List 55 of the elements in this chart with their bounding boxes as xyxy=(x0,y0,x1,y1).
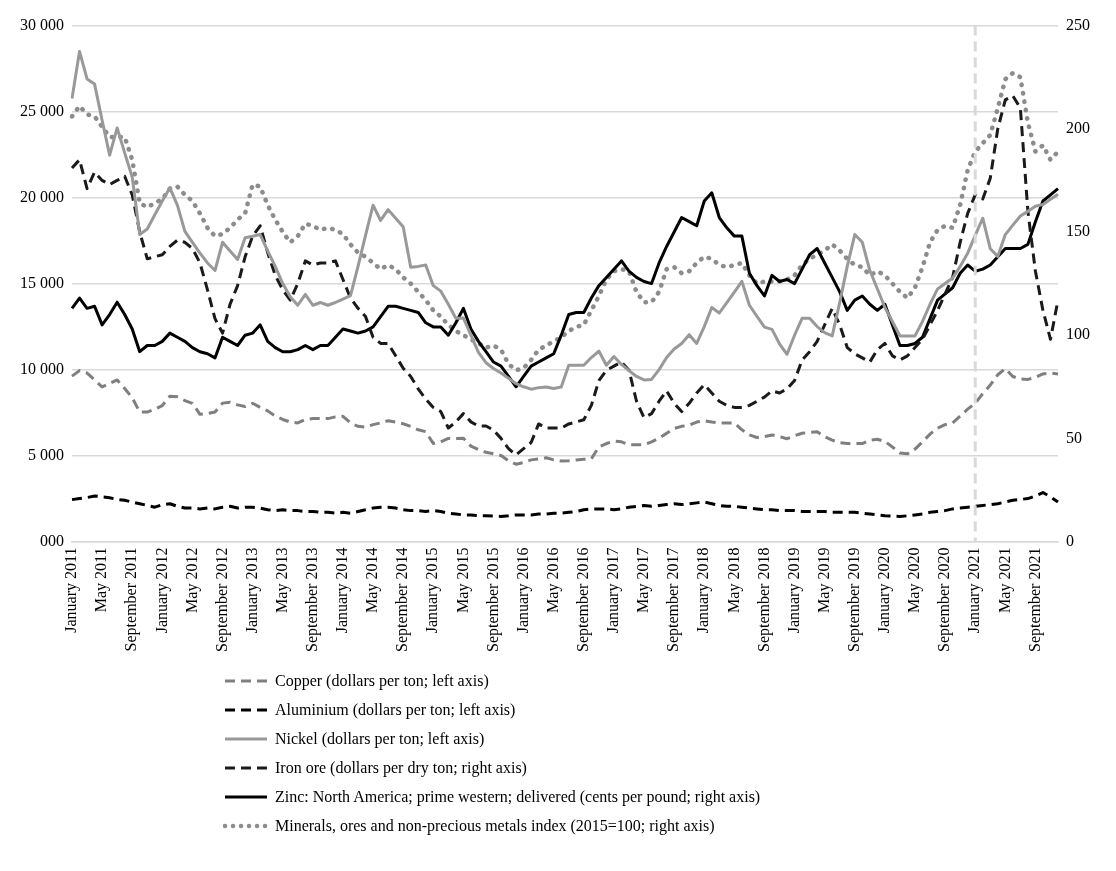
x-tick-label: September 2021 xyxy=(1025,547,1044,652)
x-tick-label: May 2017 xyxy=(634,547,653,613)
x-tick-label: May 2012 xyxy=(182,547,201,613)
x-tick-label: September 2013 xyxy=(303,547,322,652)
y-tick-label: 15 000 xyxy=(20,273,64,291)
line-series xyxy=(70,491,1060,518)
y2-tick-label: 50 xyxy=(1066,428,1082,446)
y-tick-label: 20 000 xyxy=(20,187,64,205)
x-tick-label: May 2018 xyxy=(724,547,743,613)
line-series xyxy=(70,94,1060,457)
y-tick-label: 5 000 xyxy=(28,445,64,463)
legend-label: Nickel (dollars per ton; left axis) xyxy=(275,729,485,748)
legend-label: Zinc: North America; prime western; delivered (cents per pound; right axis) xyxy=(275,787,761,806)
x-tick-label: January 2015 xyxy=(423,547,442,634)
legend-label: Copper (dollars per ton; left axis) xyxy=(275,671,489,690)
x-tick-label: September 2017 xyxy=(664,547,683,652)
x-tick-label: September 2018 xyxy=(754,547,773,652)
legend-label: Iron ore (dollars per dry ton; right axis) xyxy=(275,758,527,777)
x-tick-label: May 2020 xyxy=(905,547,924,613)
x-tick-label: January 2016 xyxy=(513,547,532,634)
y2-tick-label: 0 xyxy=(1066,531,1074,549)
x-tick-label: September 2014 xyxy=(393,547,412,652)
x-tick-label: January 2021 xyxy=(965,547,984,634)
x-tick-label: September 2020 xyxy=(935,547,954,652)
legend-label: Aluminium (dollars per ton; left axis) xyxy=(275,700,516,719)
x-tick-label: May 2016 xyxy=(543,547,562,613)
x-tick-label: May 2011 xyxy=(92,547,111,613)
x-tick-label: May 2013 xyxy=(272,547,291,613)
y2-tick-label: 100 xyxy=(1066,325,1090,343)
y-tick-label: 000 xyxy=(40,531,64,549)
x-tick-label: September 2019 xyxy=(844,547,863,652)
y-tick-label: 10 000 xyxy=(20,359,64,377)
x-tick-label: September 2011 xyxy=(122,547,141,652)
x-tick-label: September 2015 xyxy=(483,547,502,652)
x-tick-label: January 2011 xyxy=(62,547,81,633)
y-tick-label: 30 000 xyxy=(20,15,64,33)
x-tick-label: May 2019 xyxy=(814,547,833,613)
x-tick-label: January 2012 xyxy=(152,547,171,634)
y2-tick-label: 150 xyxy=(1066,222,1090,240)
line-series xyxy=(70,367,1060,466)
x-tick-label: January 2017 xyxy=(604,547,623,634)
x-tick-label: May 2014 xyxy=(363,547,382,613)
y-tick-label: 25 000 xyxy=(20,101,64,119)
x-tick-label: January 2013 xyxy=(242,547,261,634)
x-tick-label: September 2012 xyxy=(212,547,231,652)
y2-tick-label: 200 xyxy=(1066,119,1090,136)
x-tick-label: January 2020 xyxy=(875,547,894,634)
x-tick-label: January 2018 xyxy=(694,547,713,634)
x-tick-label: May 2021 xyxy=(995,547,1014,613)
x-tick-label: January 2014 xyxy=(333,547,352,634)
x-tick-label: May 2015 xyxy=(453,547,472,613)
legend-label: Minerals, ores and non-precious metals index (2015=100; right axis) xyxy=(275,816,715,835)
x-tick-label: January 2019 xyxy=(784,547,803,634)
x-tick-label: September 2016 xyxy=(574,547,593,652)
y2-tick-label: 250 xyxy=(1066,15,1090,33)
